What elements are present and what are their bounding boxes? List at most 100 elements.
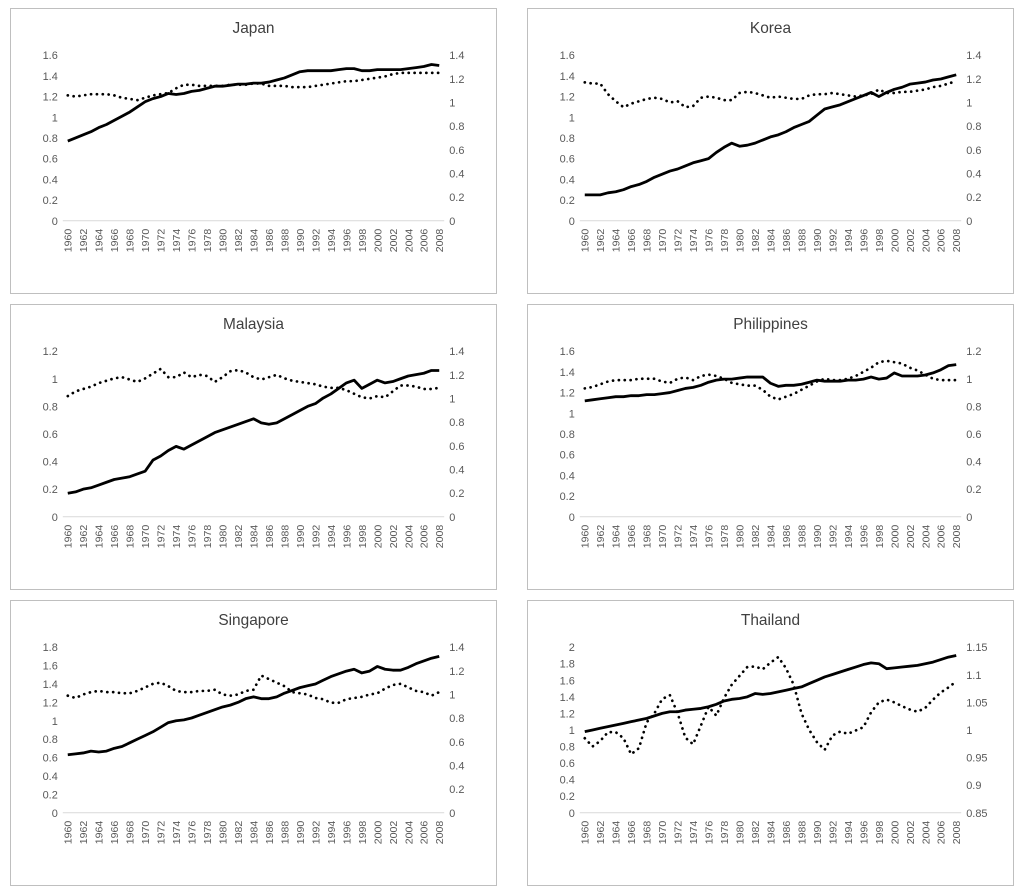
x-axis-tick: 2000 xyxy=(890,821,901,845)
x-axis-tick: 1966 xyxy=(627,525,638,549)
right-axis-tick: 1.2 xyxy=(966,346,981,358)
solid-series-line xyxy=(584,363,957,403)
chart-panel: Thailand 0 0.2 0.4 0.6 0.8 1 1.2 1.4 1.6 1.8 2 0.85 0… xyxy=(527,600,1014,886)
x-axis-tick: 1972 xyxy=(157,229,168,253)
right-axis-tick: 0.4 xyxy=(449,464,464,476)
right-axis-tick: 0.6 xyxy=(449,441,464,453)
x-axis-tick: 1982 xyxy=(234,821,245,845)
x-axis-tick: 1970 xyxy=(658,821,669,845)
chart-title: Korea xyxy=(750,20,792,37)
x-axis-tick: 2002 xyxy=(906,229,917,253)
x-axis-tick: 2004 xyxy=(404,525,415,549)
x-axis-tick: 1994 xyxy=(327,229,338,253)
dotted-series-line xyxy=(66,674,441,705)
x-axis-tick: 1986 xyxy=(782,229,793,253)
right-axis-tick: 0.2 xyxy=(449,488,464,500)
x-axis-tick: 2004 xyxy=(921,229,932,253)
left-axis-tick: 0 xyxy=(52,512,58,524)
left-axis-tick: 1.2 xyxy=(43,92,58,104)
chart-canvas: Singapore 0 0.2 0.4 0.6 0.8 1 1.2 1.4 1.6 1.8 0 0.2 0… xyxy=(43,612,465,845)
chart-canvas: Korea 0 0.2 0.4 0.6 0.8 1 1.2 1.4 1.6 0 0.2 0.4 0.6 0.… xyxy=(560,20,982,253)
x-axis-tick: 1962 xyxy=(79,821,90,845)
dotted-series-line xyxy=(66,367,441,400)
x-axis-tick: 1970 xyxy=(141,821,152,845)
left-axis-tick: 1.4 xyxy=(560,367,575,379)
right-axis-tick: 1 xyxy=(449,689,455,701)
right-axis-tick: 1 xyxy=(966,97,972,109)
right-axis-tick: 0.2 xyxy=(966,484,981,496)
x-axis-tick: 1996 xyxy=(859,525,870,549)
x-axis-tick: 1984 xyxy=(767,229,778,253)
right-axis-tick: 0.6 xyxy=(449,737,464,749)
left-axis-tick: 0.8 xyxy=(560,741,575,753)
x-axis-tick: 1962 xyxy=(79,229,90,253)
right-axis-tick: 0.8 xyxy=(966,401,981,413)
x-axis-tick: 1972 xyxy=(157,821,168,845)
x-axis-tick: 1986 xyxy=(782,525,793,549)
right-axis-tick: 0.8 xyxy=(449,417,464,429)
left-axis-tick: 1.2 xyxy=(560,708,575,720)
x-axis-tick: 1978 xyxy=(720,229,731,253)
right-axis-tick: 1 xyxy=(449,393,455,405)
chart-title: Singapore xyxy=(218,612,288,629)
left-axis-tick: 0.6 xyxy=(560,450,575,462)
x-axis-tick: 1962 xyxy=(596,525,607,549)
dotted-series-line xyxy=(583,655,958,756)
x-axis-tick: 1982 xyxy=(751,525,762,549)
left-axis-tick: 1 xyxy=(569,408,575,420)
chart-panel: Philippines 0 0.2 0.4 0.6 0.8 1 1.2 1.4 1.6 0 0.2 0.… xyxy=(527,304,1014,590)
x-axis-tick: 2008 xyxy=(435,525,446,549)
x-axis-tick: 1990 xyxy=(813,525,824,549)
left-axis-tick: 1.2 xyxy=(560,388,575,400)
x-axis-tick: 1968 xyxy=(126,525,137,549)
x-axis-tick: 2000 xyxy=(373,525,384,549)
x-axis-tick: 1990 xyxy=(813,229,824,253)
x-axis-tick: 1988 xyxy=(280,229,291,253)
x-axis-tick: 1974 xyxy=(689,229,700,253)
left-axis-tick: 0.4 xyxy=(43,771,58,783)
x-axis-tick: 1962 xyxy=(596,229,607,253)
x-axis-tick: 1992 xyxy=(311,821,322,845)
x-axis-tick: 1974 xyxy=(689,525,700,549)
x-axis-tick: 1994 xyxy=(327,525,338,549)
left-axis-tick: 1 xyxy=(52,112,58,124)
left-axis-tick: 0.8 xyxy=(560,429,575,441)
right-axis-tick: 0 xyxy=(449,512,455,524)
left-axis-tick: 0.6 xyxy=(560,758,575,770)
right-axis-tick: 0.4 xyxy=(449,760,464,772)
x-axis-tick: 1976 xyxy=(188,525,199,549)
left-axis-tick: 0.2 xyxy=(560,491,575,503)
x-axis-tick: 1988 xyxy=(797,229,808,253)
x-axis-tick: 1966 xyxy=(110,525,121,549)
x-axis-tick: 1980 xyxy=(736,821,747,845)
x-axis-tick: 1964 xyxy=(95,229,106,253)
left-axis-tick: 0 xyxy=(52,808,58,820)
right-axis-tick: 1.4 xyxy=(449,50,464,62)
chart-canvas: Thailand 0 0.2 0.4 0.6 0.8 1 1.2 1.4 1.6 1.8 2 0.85 0… xyxy=(560,612,988,845)
x-axis-tick: 1984 xyxy=(250,229,261,253)
x-axis-tick: 1964 xyxy=(95,525,106,549)
x-axis-tick: 2008 xyxy=(435,821,446,845)
x-axis-tick: 1970 xyxy=(141,229,152,253)
x-axis-tick: 1992 xyxy=(828,525,839,549)
x-axis-tick: 1996 xyxy=(859,821,870,845)
x-axis-tick: 1980 xyxy=(219,821,230,845)
right-axis-tick: 1.2 xyxy=(449,74,464,86)
left-axis-tick: 0.6 xyxy=(43,429,58,441)
x-axis-tick: 1984 xyxy=(767,525,778,549)
x-axis-tick: 1960 xyxy=(581,821,592,845)
left-axis-tick: 1.6 xyxy=(43,50,58,62)
x-axis-tick: 1960 xyxy=(64,525,75,549)
chart-title: Japan xyxy=(232,20,274,37)
x-axis-tick: 1986 xyxy=(265,229,276,253)
left-axis-tick: 2 xyxy=(569,642,575,654)
right-axis-tick: 1.4 xyxy=(449,642,464,654)
left-axis-tick: 0.2 xyxy=(560,791,575,803)
x-axis-tick: 1994 xyxy=(844,821,855,845)
left-axis-tick: 1.2 xyxy=(43,346,58,358)
x-axis-tick: 1988 xyxy=(280,821,291,845)
x-axis-tick: 1984 xyxy=(250,525,261,549)
x-axis-tick: 2000 xyxy=(890,525,901,549)
x-axis-tick: 1992 xyxy=(311,229,322,253)
left-axis-tick: 1 xyxy=(569,725,575,737)
